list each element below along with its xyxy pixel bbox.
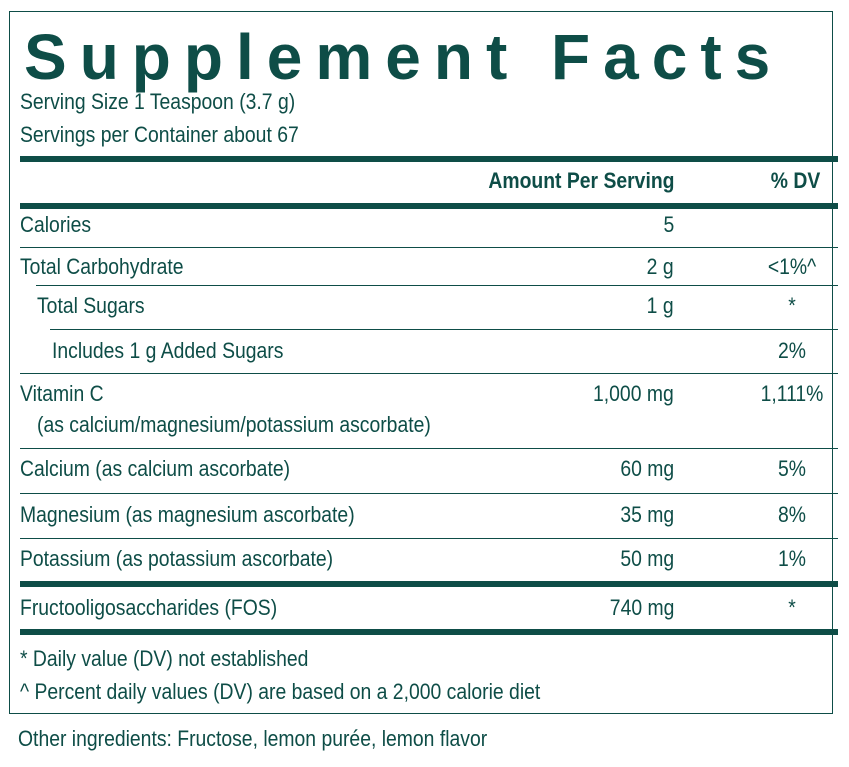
row-dv: * xyxy=(788,293,796,318)
row-dv: 1% xyxy=(778,546,806,571)
panel-title: Supplement Facts xyxy=(24,21,784,93)
row-divider xyxy=(20,247,838,248)
row-dv: * xyxy=(788,595,796,620)
row-divider xyxy=(20,448,838,449)
row-amount: 1,000 mg xyxy=(593,381,674,406)
row-label: Includes 1 g Added Sugars xyxy=(52,338,284,363)
thick-divider xyxy=(20,581,838,587)
amount-per-serving-header: Amount Per Serving xyxy=(487,168,674,193)
supplement-facts-panel: Supplement Facts Serving Size 1 Teaspoon… xyxy=(9,11,838,714)
dv-header: % DV xyxy=(770,168,821,193)
row-label: Magnesium (as magnesium ascorbate) xyxy=(20,502,355,527)
row-divider xyxy=(36,285,838,286)
row-dv: 8% xyxy=(778,502,806,527)
row-amount: 2 g xyxy=(647,254,674,279)
serving-size: Serving Size 1 Teaspoon (3.7 g) xyxy=(20,89,296,114)
row-dv: <1%^ xyxy=(767,254,817,279)
row-amount: 1 g xyxy=(647,293,674,318)
row-label: Calories xyxy=(20,212,92,237)
row-label: Vitamin C xyxy=(20,381,104,406)
row-label: Fructooligosaccharides (FOS) xyxy=(20,595,278,620)
other-ingredients: Other ingredients: Fructose, lemon purée… xyxy=(18,726,488,751)
row-label: Calcium (as calcium ascorbate) xyxy=(20,456,291,481)
row-divider xyxy=(50,329,838,330)
row-divider xyxy=(20,538,838,539)
row-dv: 1,111% xyxy=(760,381,824,406)
row-label: Potassium (as potassium ascorbate) xyxy=(20,546,334,571)
row-divider xyxy=(20,373,838,374)
thick-divider xyxy=(20,156,838,162)
row-amount: 60 mg xyxy=(620,456,674,481)
row-dv: 2% xyxy=(778,338,806,363)
row-amount: 740 mg xyxy=(609,595,674,620)
row-dv: 5% xyxy=(778,456,806,481)
row-amount: 50 mg xyxy=(620,546,674,571)
row-label: Total Sugars xyxy=(37,293,145,318)
thick-divider xyxy=(20,629,838,635)
servings-per-container: Servings per Container about 67 xyxy=(20,122,299,147)
row-divider xyxy=(20,493,838,494)
footnote-calorie-diet: ^ Percent daily values (DV) are based on… xyxy=(20,679,541,704)
row-sublabel: (as calcium/magnesium/potassium ascorbat… xyxy=(37,412,431,437)
footnote-dv-not-established: * Daily value (DV) not established xyxy=(20,646,309,671)
row-amount: 5 xyxy=(663,212,674,237)
thick-divider xyxy=(20,203,838,209)
row-label: Total Carbohydrate xyxy=(20,254,184,279)
row-amount: 35 mg xyxy=(620,502,674,527)
